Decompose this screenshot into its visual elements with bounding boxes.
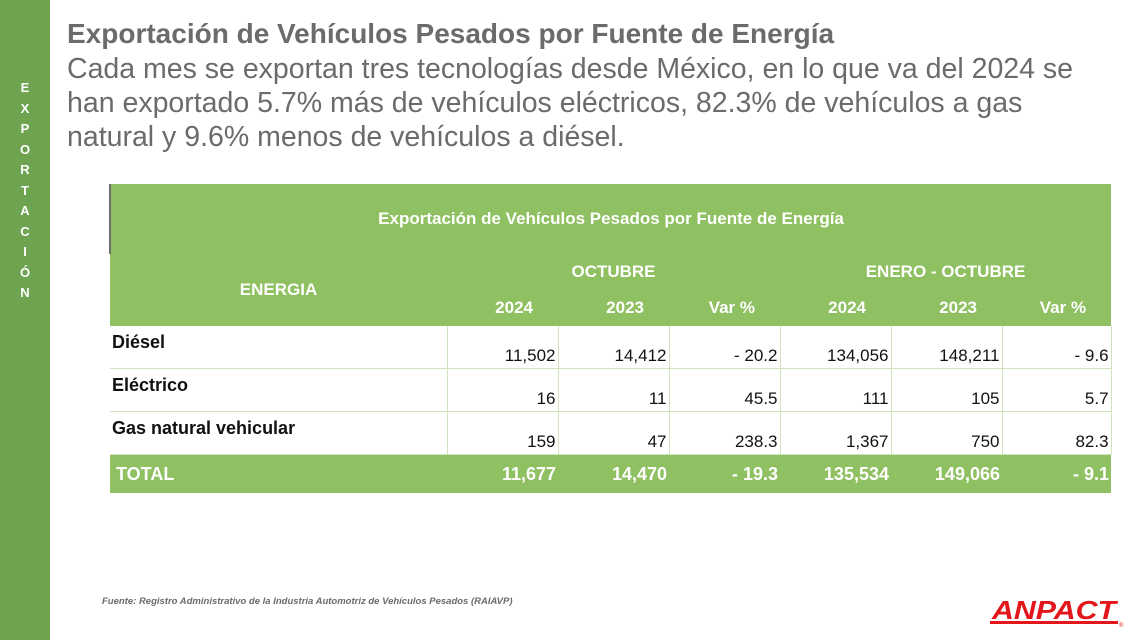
sidebar-letter: T xyxy=(21,182,29,198)
table-cell: 47 xyxy=(558,411,670,455)
table-cell: 105 xyxy=(891,368,1003,412)
table-cell: 14,412 xyxy=(558,326,670,369)
total-cell: 135,534 xyxy=(780,454,891,493)
column-group-enero-octubre: ENERO - OCTUBRE xyxy=(865,262,1026,281)
sidebar-letter: X xyxy=(20,100,30,116)
column-group-octubre: OCTUBRE xyxy=(571,262,656,281)
sidebar-vertical-label: E X P O R T A C I Ó N xyxy=(0,78,50,304)
sidebar: E X P O R T A C I Ó N xyxy=(0,0,50,640)
table-cell: 11 xyxy=(558,368,670,412)
table-cell: 148,211 xyxy=(891,326,1003,369)
table-cell: 82.3 xyxy=(1002,411,1112,455)
column-header: 2024 xyxy=(495,298,533,317)
table-title: Exportación de Vehículos Pesados por Fue… xyxy=(108,184,1112,254)
column-header-energia: ENERGIA xyxy=(239,280,318,299)
table-row: Eléctrico 16 11 45.5 111 105 5.7 xyxy=(110,368,1112,412)
page-subtitle: Cada mes se exportan tres tecnologías de… xyxy=(67,53,1074,153)
table-cell: 750 xyxy=(891,411,1003,455)
sidebar-letter: I xyxy=(23,244,27,259)
total-cell: 14,470 xyxy=(558,454,669,493)
table-cell: 159 xyxy=(447,411,559,455)
anpact-logo: ANPACT ® xyxy=(990,595,1124,628)
table-cell: - 9.6 xyxy=(1002,326,1112,369)
export-table-container: Exportación de Vehículos Pesados por Fue… xyxy=(108,184,1112,493)
table-cell: 5.7 xyxy=(1002,368,1112,412)
table-cell: 16 xyxy=(447,368,559,412)
sidebar-letter: E xyxy=(20,80,30,95)
row-label: Gas natural vehicular xyxy=(110,411,448,455)
table-row: Gas natural vehicular 159 47 238.3 1,367… xyxy=(110,411,1112,455)
source-note: Fuente: Registro Administrativo de la In… xyxy=(102,596,513,607)
total-cell: 11,677 xyxy=(447,454,558,493)
sidebar-letter: R xyxy=(20,162,30,177)
total-cell: - 19.3 xyxy=(669,454,780,493)
column-header: 2023 xyxy=(939,298,977,317)
table-cell: 111 xyxy=(780,368,892,412)
logo-text: ANPACT xyxy=(991,595,1119,625)
column-header: Var % xyxy=(1039,298,1087,317)
sidebar-letter: Ó xyxy=(19,264,31,280)
sidebar-letter: N xyxy=(20,285,30,300)
table-cell: - 20.2 xyxy=(669,326,781,369)
sidebar-letter: P xyxy=(20,121,30,136)
total-label: TOTAL xyxy=(110,454,447,493)
column-header: Var % xyxy=(708,298,755,317)
table-cell: 45.5 xyxy=(669,368,781,412)
table-row: Diésel 11,502 14,412 - 20.2 134,056 148,… xyxy=(110,326,1112,369)
table-total-row: TOTAL 11,677 14,470 - 19.3 135,534 149,0… xyxy=(110,454,1112,493)
export-table: Exportación de Vehículos Pesados por Fue… xyxy=(108,184,1112,493)
row-label: Diésel xyxy=(110,326,448,369)
column-header: 2023 xyxy=(606,298,644,317)
table-cell: 238.3 xyxy=(669,411,781,455)
table-cell: 11,502 xyxy=(447,326,559,369)
table-cell: 1,367 xyxy=(780,411,892,455)
svg-text:®: ® xyxy=(1119,622,1124,628)
sidebar-letter: A xyxy=(20,203,30,218)
sidebar-letter: O xyxy=(19,141,31,157)
sidebar-letter: C xyxy=(20,223,30,239)
table-cell: 134,056 xyxy=(780,326,892,369)
column-header: 2024 xyxy=(828,298,866,317)
total-cell: 149,066 xyxy=(891,454,1002,493)
total-cell: - 9.1 xyxy=(1002,454,1112,493)
row-label: Eléctrico xyxy=(110,368,448,412)
page-title: Exportación de Vehículos Pesados por Fue… xyxy=(67,18,835,49)
